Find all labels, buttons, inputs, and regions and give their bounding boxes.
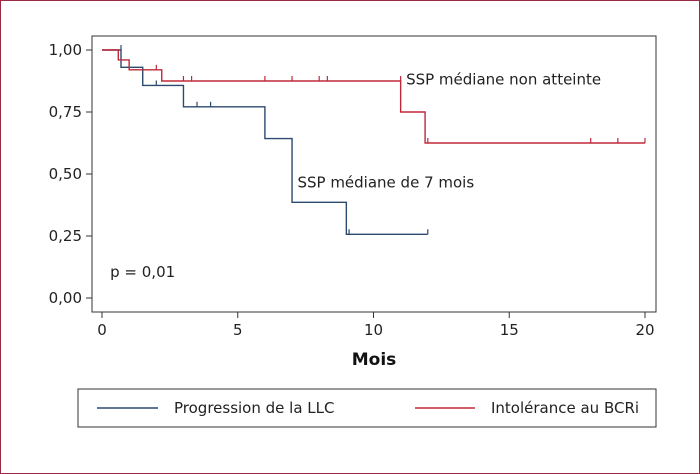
- legend-label: Intolérance au BCRi: [491, 399, 639, 417]
- chart-series: [102, 45, 646, 235]
- chart-axes: 0,00 0,25 0,50 0,75 1,00 0 5 10 15 20: [49, 35, 657, 339]
- chart-annotation: SSP médiane non atteinte: [406, 71, 601, 89]
- x-tick-label: 20: [635, 321, 654, 339]
- legend-label: Progression de la LLC: [174, 399, 334, 417]
- chart-annotation: p = 0,01: [110, 263, 175, 281]
- x-axis-label: Mois: [352, 350, 397, 370]
- x-tick-label: 5: [233, 321, 243, 339]
- survival-curve: [102, 49, 428, 235]
- chart-legend: Progression de la LLC Intolérance au BCRi: [77, 388, 657, 428]
- chart-annotation: SSP médiane de 7 mois: [297, 174, 474, 192]
- x-tick-label: 0: [97, 321, 107, 339]
- y-tick-label: 0,00: [49, 289, 82, 307]
- legend-box: [77, 388, 657, 428]
- y-tick-label: 0,50: [49, 165, 82, 183]
- y-tick-label: 0,25: [49, 227, 82, 245]
- y-tick-label: 1,00: [49, 41, 82, 59]
- x-tick-label: 10: [364, 321, 383, 339]
- y-tick-label: 0,75: [49, 103, 82, 121]
- survival-curve: [102, 49, 645, 144]
- chart-annotations: SSP médiane non atteinte SSP médiane de 7…: [110, 71, 601, 281]
- x-tick-label: 15: [500, 321, 519, 339]
